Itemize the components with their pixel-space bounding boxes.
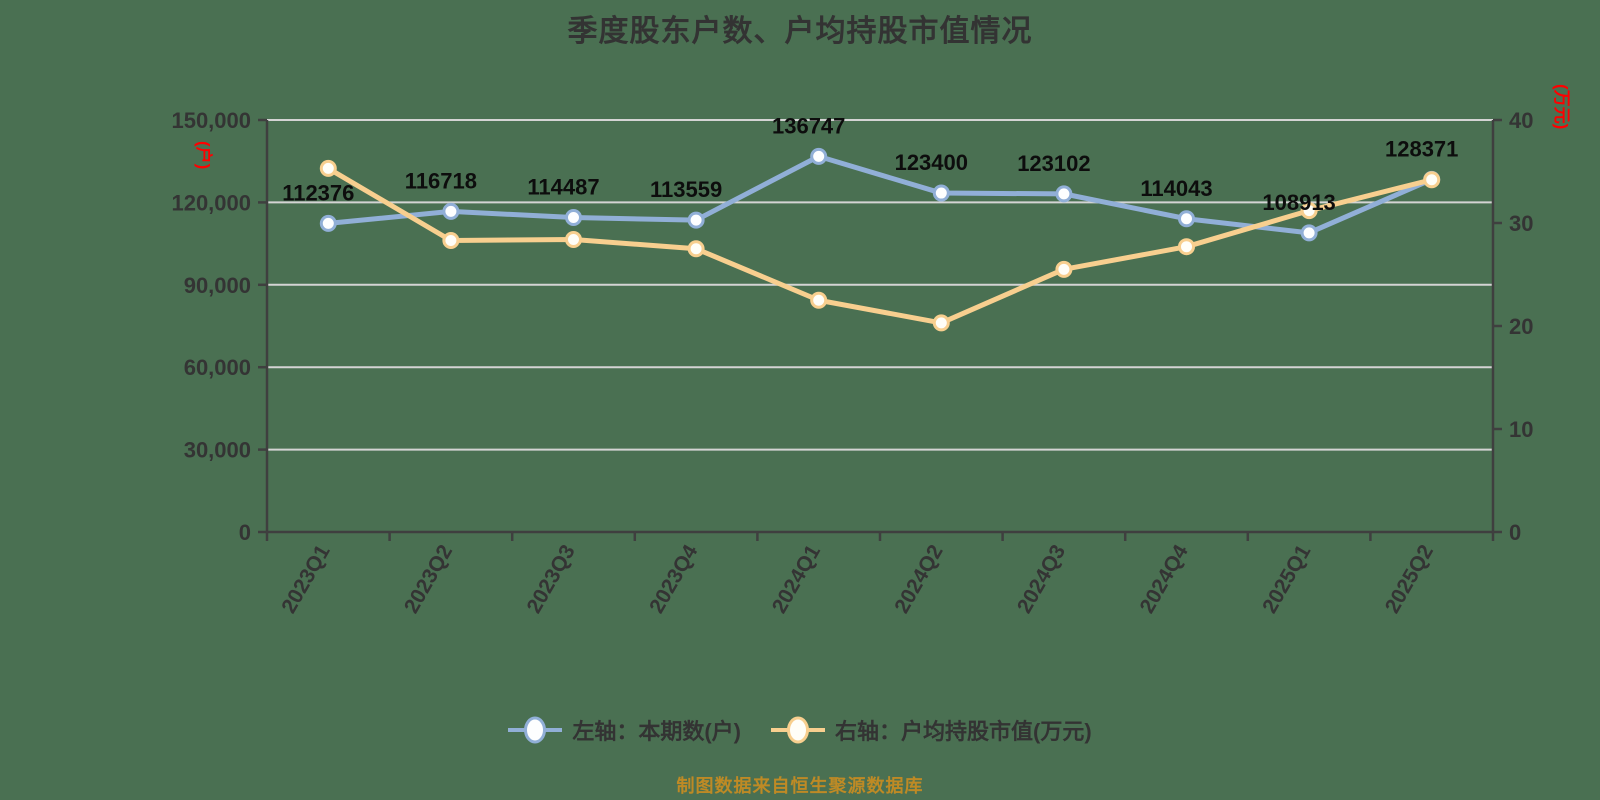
x-axis-category-label: 2024Q2: [890, 541, 947, 617]
left-series-point-marker[interactable]: [1300, 224, 1318, 242]
data-point-value-label: 128371: [1385, 136, 1458, 161]
left-series-line: [325, 153, 1435, 236]
left-axis-tick-label: 120,000: [171, 190, 251, 215]
x-axis-category-label: 2023Q1: [277, 541, 334, 617]
right-series-point-marker[interactable]: [810, 291, 828, 309]
x-axis-category-label: 2024Q1: [768, 541, 825, 617]
left-axis-tick-label: 90,000: [184, 273, 251, 298]
right-series-point-marker[interactable]: [932, 314, 950, 332]
x-axis-category-label: 2023Q3: [523, 541, 580, 617]
x-axis-category-label: 2024Q3: [1013, 541, 1070, 617]
left-series-point-marker[interactable]: [1055, 185, 1073, 203]
data-point-value-label: 113559: [650, 177, 722, 202]
data-point-value-label: 123102: [1017, 151, 1090, 176]
right-axis-tick-label: 10: [1509, 417, 1533, 442]
data-point-value-label: 112376: [282, 180, 354, 205]
x-axis-category-label: 2023Q2: [400, 541, 457, 617]
data-point-value-label: 114043: [1140, 176, 1212, 201]
x-axis-category-label: 2025Q2: [1381, 541, 1438, 617]
left-series-point-marker[interactable]: [442, 202, 460, 220]
x-axis-category-label: 2023Q4: [645, 541, 702, 617]
left-axis-unit-label: (户): [194, 141, 214, 169]
legend-item-avg-holding-value[interactable]: 右轴：户均持股市值(万元): [771, 714, 1092, 746]
right-series-point-marker[interactable]: [1055, 260, 1073, 278]
legend-item-shareholder-count[interactable]: 左轴：本期数(户): [508, 714, 741, 746]
left-axis-tick-label: 60,000: [184, 355, 251, 380]
right-series-point-marker[interactable]: [319, 159, 337, 177]
legend-marker-line-circle-icon: [771, 716, 825, 744]
legend-marker-line-circle-icon: [508, 716, 563, 744]
left-series-point-marker[interactable]: [687, 211, 705, 229]
right-series-point-marker[interactable]: [1423, 171, 1441, 189]
legend-label-left-series: 左轴：本期数(户): [572, 719, 741, 744]
right-axis-tick-label: 40: [1509, 108, 1533, 133]
legend: 左轴：本期数(户) 右轴：户均持股市值(万元): [0, 714, 1600, 746]
chart-title: 季度股东户数、户均持股市值情况: [567, 15, 1033, 48]
right-axis-unit-label: (万元): [1552, 84, 1571, 129]
right-series-point-marker[interactable]: [442, 232, 460, 250]
left-series-point-marker[interactable]: [1178, 210, 1195, 228]
data-point-value-label: 108913: [1262, 190, 1335, 215]
right-series-point-marker[interactable]: [565, 230, 582, 248]
left-axis-tick-label: 150,000: [171, 108, 251, 133]
data-point-value-label: 136747: [772, 113, 845, 138]
data-point-value-label: 114487: [527, 175, 599, 200]
data-source-note: 制图数据来自恒生聚源数据库: [676, 776, 924, 796]
right-axis-tick-label: 0: [1509, 520, 1521, 545]
data-point-value-label: 123400: [895, 150, 968, 175]
right-series-point-marker[interactable]: [1300, 202, 1318, 220]
right-series-point-marker[interactable]: [1178, 238, 1195, 256]
left-series-point-marker[interactable]: [565, 209, 582, 227]
left-series-point-marker[interactable]: [810, 147, 828, 165]
left-series-point-marker[interactable]: [932, 184, 950, 202]
left-series-point-marker[interactable]: [319, 214, 337, 232]
right-axis-tick-label: 30: [1509, 211, 1533, 236]
legend-label-right-series: 右轴：户均持股市值(万元): [835, 719, 1092, 744]
x-axis-category-label: 2024Q4: [1136, 541, 1193, 617]
left-axis-tick-label: 0: [239, 520, 251, 545]
right-axis-tick-label: 20: [1509, 314, 1533, 339]
right-series-line: [325, 165, 1435, 326]
x-axis-category-label: 2025Q1: [1258, 541, 1315, 617]
right-series-point-marker[interactable]: [687, 240, 705, 258]
data-point-value-label: 116718: [405, 168, 477, 193]
left-axis-tick-label: 30,000: [184, 438, 251, 463]
